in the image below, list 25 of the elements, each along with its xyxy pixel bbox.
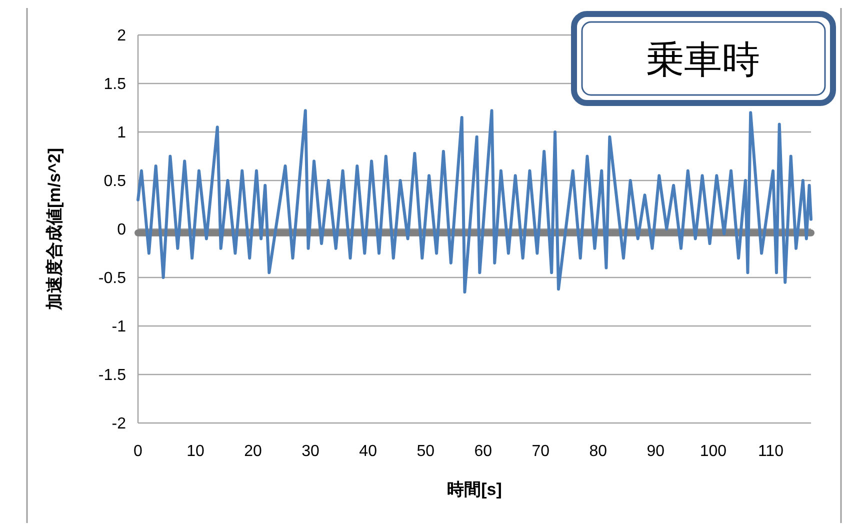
x-tick-label: 90 bbox=[646, 443, 665, 460]
y-tick-label: -0.5 bbox=[98, 270, 126, 288]
y-tick-label: -1.5 bbox=[98, 367, 126, 384]
x-axis-title: 時間[s] bbox=[447, 480, 502, 499]
y-tick-label: -1 bbox=[112, 318, 126, 336]
x-tick-label: 80 bbox=[589, 443, 608, 460]
y-tick-label: 1 bbox=[117, 124, 126, 142]
x-tick-label: 110 bbox=[758, 443, 784, 460]
y-tick-label: 2 bbox=[117, 28, 126, 45]
y-tick-label: 0.5 bbox=[104, 173, 126, 190]
y-tick-label: 1.5 bbox=[104, 76, 126, 94]
x-tick-label: 50 bbox=[416, 443, 435, 460]
x-tick-label: 70 bbox=[532, 443, 550, 460]
y-axis-title: 加速度合成値[m/s^2] bbox=[45, 148, 64, 311]
x-tick-label: 100 bbox=[700, 443, 727, 460]
y-tick-label: 0 bbox=[117, 222, 126, 239]
line-series bbox=[136, 109, 812, 294]
x-tick-label: 60 bbox=[474, 443, 492, 460]
chart-title: 乗車時 bbox=[646, 39, 760, 82]
x-tick-label: 10 bbox=[186, 443, 205, 460]
x-tick-label: 20 bbox=[244, 443, 262, 460]
x-tick-label: 0 bbox=[134, 443, 143, 460]
x-tick-label: 30 bbox=[302, 443, 320, 460]
y-tick-label: -2 bbox=[112, 416, 126, 433]
x-tick-label: 40 bbox=[359, 443, 378, 460]
